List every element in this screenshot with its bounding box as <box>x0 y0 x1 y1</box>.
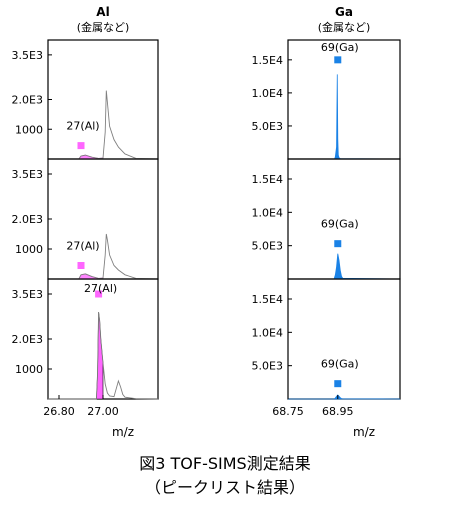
al-2-frame <box>47 158 159 280</box>
al-xtick-label: 27.00 <box>87 405 119 418</box>
al-1-column-subtitle: (金属など) <box>77 20 130 34</box>
ga-xaxis-label: m/z <box>353 425 375 439</box>
ga-1-peak-marker <box>334 56 342 64</box>
al-1-ytick-label: 2.0E3 <box>12 94 43 107</box>
ga-1-column-title: Ga <box>335 5 353 19</box>
al-1-peak-label: 27(Al) <box>66 120 99 133</box>
caption-line-2: （ピークリスト結果） <box>144 478 305 497</box>
al-xtick-label: 26.80 <box>43 405 75 418</box>
ga-xtick-label: 68.95 <box>322 405 354 418</box>
ga-1-ytick-label: 1.5E4 <box>252 54 283 67</box>
ga-3-ytick-label: 5.0E3 <box>252 360 283 373</box>
ga-2-ytick-label: 1.5E4 <box>252 173 283 186</box>
ga-2-ytick-label: 1.0E4 <box>252 206 283 219</box>
ga-3-frame <box>287 278 401 400</box>
al-1-series-line <box>48 90 159 160</box>
ga-2-peak-marker <box>334 240 342 248</box>
ga-1-ytick-label: 5.0E3 <box>252 120 283 133</box>
al-3-ytick-label: 2.0E3 <box>12 333 43 346</box>
ga-3-ytick-label: 1.0E4 <box>252 326 283 339</box>
figure-caption: 図3 TOF-SIMS測定結果 （ピークリスト結果） <box>0 452 450 500</box>
al-2-peak-label: 27(Al) <box>66 240 99 253</box>
al-1-column-title: Al <box>96 5 109 19</box>
al-3-peak-marker <box>95 290 103 298</box>
al-2-ytick-label: 3.5E3 <box>12 168 43 181</box>
al-3-ytick-label: 1000 <box>15 363 43 376</box>
al-3-ytick-label: 3.5E3 <box>12 288 43 301</box>
al-2-series-line <box>48 233 159 280</box>
al-3-peak-fill <box>48 311 104 400</box>
ga-1-series-area <box>288 74 401 160</box>
al-2-ytick-label: 2.0E3 <box>12 213 43 226</box>
al-1-ytick-label: 3.5E3 <box>12 49 43 62</box>
ga-2-series-area <box>288 253 401 280</box>
al-2-peak-fill <box>48 273 104 280</box>
ga-2-peak-label: 69(Ga) <box>321 218 359 231</box>
ga-2-ytick-label: 5.0E3 <box>252 240 283 253</box>
ga-xtick-label: 68.75 <box>272 405 304 418</box>
al-3-series-line <box>48 311 159 400</box>
ga-1-peak-label: 69(Ga) <box>321 41 359 54</box>
ga-1-ytick-label: 1.0E4 <box>252 87 283 100</box>
al-1-frame <box>47 39 159 160</box>
ga-3-ytick-label: 1.5E4 <box>252 293 283 306</box>
al-2-ytick-label: 1000 <box>15 243 43 256</box>
al-xaxis-label: m/z <box>112 425 134 439</box>
al-2-peak-marker <box>77 262 85 269</box>
ga-3-peak-label: 69(Ga) <box>321 358 359 371</box>
al-3-peak-label: 27(Al) <box>84 282 117 295</box>
ga-3-peak-marker <box>334 380 342 388</box>
ga-1-column-subtitle: (金属など) <box>318 20 371 34</box>
ga-3-series-area <box>288 394 401 400</box>
caption-line-1: 図3 TOF-SIMS測定結果 <box>139 454 311 473</box>
al-1-peak-marker <box>77 142 85 150</box>
plot-panels: 10002.0E33.5E327(Al)Al(金属など)10002.0E33.5… <box>12 5 401 439</box>
ga-1-frame <box>287 39 401 160</box>
al-1-ytick-label: 1000 <box>15 123 43 136</box>
